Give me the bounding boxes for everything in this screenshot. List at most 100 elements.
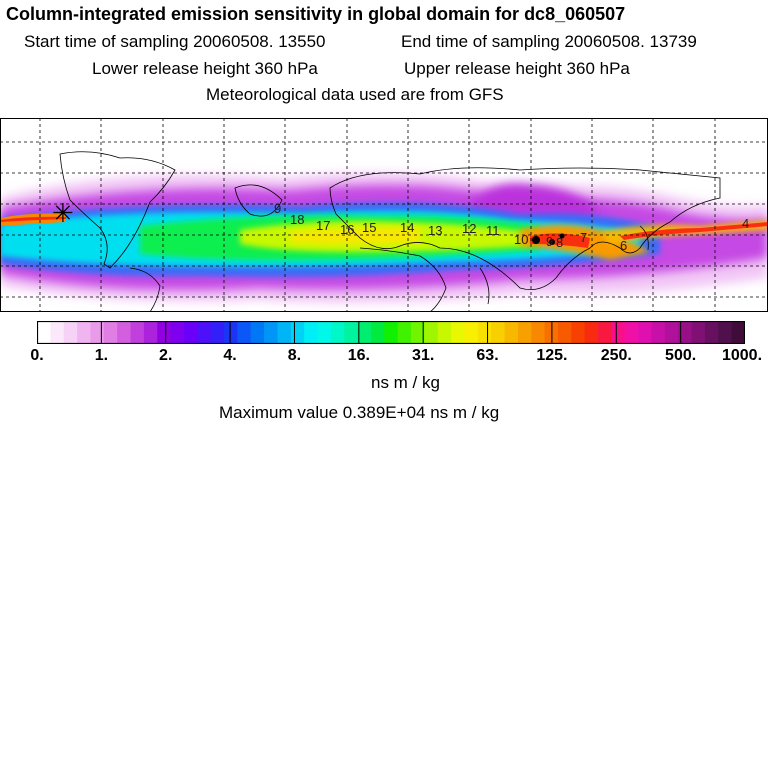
- map-label: 16: [340, 222, 354, 237]
- plume-dense-spot: [532, 236, 540, 244]
- colorbar-cell: [384, 321, 399, 344]
- trajectory-labels: 9 18 17 16 15 14 13 12 11 10 9 8 7 6 4 ✳: [52, 198, 749, 253]
- colorbar-cell: [304, 321, 318, 344]
- graticule: [0, 118, 768, 312]
- africa-outline: [359, 247, 447, 312]
- colorbar-cell: [130, 321, 145, 344]
- colorbar-cell: [210, 321, 225, 344]
- colorbar-cell: [557, 321, 572, 344]
- india-outline: [479, 267, 490, 305]
- colorbar-cell: [330, 321, 345, 344]
- greenland-outline: [234, 184, 283, 217]
- colorbar-cell: [598, 321, 612, 344]
- max-value-text: Maximum value 0.389E+04 ns m / kg: [219, 403, 500, 422]
- colorbar-cell: [183, 321, 198, 344]
- colorbar-tick-label: 500.: [665, 347, 697, 364]
- colorbar-tick-label: 4.: [223, 347, 237, 364]
- colorbar-cell: [678, 321, 692, 344]
- map-label: 10: [514, 232, 528, 247]
- colorbar-cell: [571, 321, 586, 344]
- colorbar-cell: [170, 321, 185, 344]
- map-label: 9: [546, 234, 553, 249]
- colorbar-tick-label: 1.: [94, 347, 109, 364]
- japan-outline: [639, 225, 649, 251]
- colorbar-tick-label: 125.: [536, 347, 568, 364]
- eurasia-outline: [329, 167, 721, 291]
- colorbar-cell: [611, 321, 626, 344]
- colorbar-cell: [517, 321, 532, 344]
- colorbar: [37, 321, 745, 344]
- map-label: 12: [462, 221, 476, 236]
- colorbar-frame: [37, 321, 745, 344]
- colorbar-cell: [63, 321, 78, 344]
- colorbar-cell: [691, 321, 706, 344]
- map-label: 15: [362, 220, 376, 235]
- upper-height-text: Upper release height 360 hPa: [404, 59, 630, 78]
- plume-start-core: [0, 216, 66, 222]
- map-label: 14: [400, 220, 414, 235]
- colorbar-cell: [437, 321, 452, 344]
- colorbar-cell: [491, 321, 505, 344]
- colorbar-cell: [718, 321, 733, 344]
- colorbar-units: ns m / kg: [371, 373, 440, 392]
- colorbar-cell: [90, 321, 105, 344]
- colorbar-cell: [464, 321, 479, 344]
- colorbar-cell: [157, 321, 171, 344]
- south-america-outline: [129, 267, 161, 312]
- map-label: 8: [556, 235, 563, 250]
- colorbar-tick-label: 31.: [412, 347, 435, 364]
- colorbar-tick-label: 1000.: [721, 347, 763, 364]
- colorbar-cell: [250, 321, 265, 344]
- colorbar-cell: [424, 321, 439, 344]
- colorbar-cell: [317, 321, 332, 344]
- map-label: 6: [620, 238, 627, 253]
- colorbar-cell: [411, 321, 425, 344]
- colorbar-cell: [357, 321, 372, 344]
- coastlines: [59, 151, 721, 312]
- colorbar-cell: [624, 321, 639, 344]
- colorbar-cell: [731, 321, 745, 344]
- colorbar-cell: [504, 321, 519, 344]
- plume-dense-spot: [549, 239, 555, 245]
- colorbar-cell: [290, 321, 305, 344]
- colorbar-cell: [451, 321, 465, 344]
- colorbar-cell: [264, 321, 278, 344]
- colorbar-tick-label: 0.: [30, 347, 44, 364]
- colorbar-cell: [50, 321, 65, 344]
- met-data-text: Meteorological data used are from GFS: [206, 85, 504, 104]
- colorbar-tick-label: 63.: [476, 347, 499, 364]
- plume-pacific-core: [620, 222, 768, 240]
- plume-red-core: [530, 233, 590, 248]
- map-label: 7: [580, 230, 587, 245]
- colorbar-cell: [77, 321, 91, 344]
- map-label: 9: [274, 201, 281, 216]
- colorbar-cell: [117, 321, 131, 344]
- colorbar-tick-label: 8.: [287, 347, 302, 364]
- start-time-text: Start time of sampling 20060508. 13550: [24, 32, 326, 51]
- colorbar-tick-label: 250.: [600, 347, 632, 364]
- map-label: 4: [742, 216, 749, 231]
- colorbar-cell: [638, 321, 652, 344]
- release-point-icon: ✳: [52, 198, 74, 228]
- colorbar-cell: [277, 321, 292, 344]
- colorbar-cell: [103, 321, 118, 344]
- colorbar-cell: [224, 321, 238, 344]
- end-time-text: End time of sampling 20060508. 13739: [401, 32, 697, 51]
- map-label: 11: [486, 223, 500, 238]
- colorbar-cell: [584, 321, 599, 344]
- colorbar-tick-label: 16.: [347, 347, 370, 364]
- map-label: 17: [316, 218, 330, 233]
- plume-yellow-band: [290, 227, 420, 244]
- plot-title: Column-integrated emission sensitivity i…: [6, 4, 626, 24]
- plume-layers: [0, 172, 768, 303]
- sensitivity-map: 9 18 17 16 15 14 13 12 11 10 9 8 7 6 4 ✳: [0, 118, 768, 312]
- lower-height-text: Lower release height 360 hPa: [92, 59, 318, 78]
- colorbar-cell: [531, 321, 546, 344]
- colorbar-cell: [370, 321, 385, 344]
- colorbar-cell: [651, 321, 666, 344]
- colorbar-cell: [344, 321, 359, 344]
- colorbar-cell: [143, 321, 158, 344]
- colorbar-cell: [37, 321, 51, 344]
- colorbar-cell: [704, 321, 719, 344]
- colorbar-cell: [397, 321, 412, 344]
